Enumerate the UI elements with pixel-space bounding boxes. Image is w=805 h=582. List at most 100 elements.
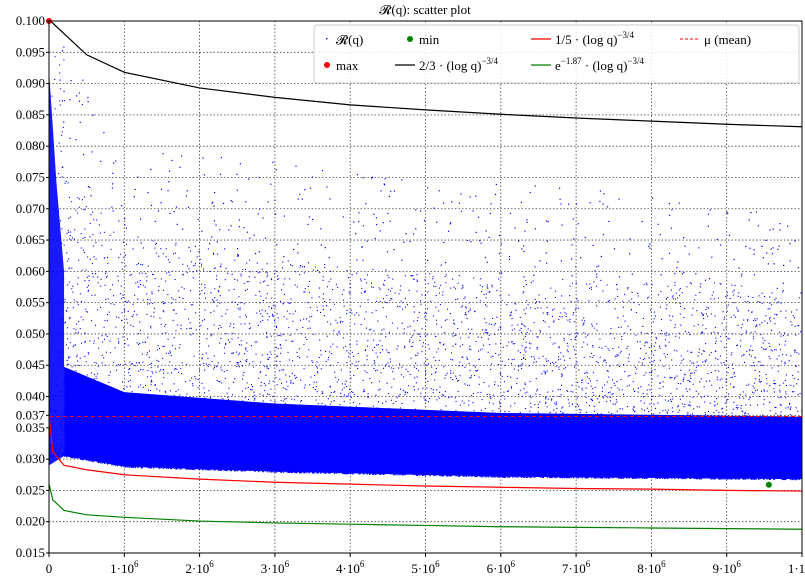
scatter-point (756, 428, 758, 430)
scatter-point (770, 432, 772, 434)
scatter-point (665, 335, 667, 337)
scatter-point (146, 418, 148, 420)
scatter-point (577, 477, 579, 479)
scatter-point (651, 284, 653, 286)
scatter-point (637, 442, 639, 445)
scatter-point (181, 362, 183, 364)
scatter-point (586, 467, 588, 470)
scatter-point (431, 472, 433, 474)
scatter-point (296, 351, 298, 353)
scatter-point (234, 470, 237, 472)
scatter-point (164, 405, 166, 407)
scatter-point (315, 438, 317, 440)
scatter-point (544, 402, 547, 404)
scatter-point (793, 476, 796, 478)
scatter-point (303, 387, 305, 389)
scatter-point (281, 467, 283, 469)
scatter-point (255, 294, 257, 296)
scatter-point (104, 458, 106, 460)
scatter-point (100, 462, 102, 464)
scatter-point (576, 298, 578, 300)
scatter-point (408, 385, 410, 387)
scatter-point (109, 289, 111, 291)
scatter-point (316, 432, 318, 435)
scatter-point (441, 471, 443, 473)
scatter-point (682, 478, 684, 480)
scatter-point (765, 456, 767, 458)
scatter-point (385, 440, 387, 442)
scatter-point (146, 456, 148, 458)
scatter-point (259, 447, 261, 449)
scatter-point (138, 456, 140, 458)
scatter-point (160, 278, 162, 280)
scatter-point (524, 475, 527, 477)
scatter-point (98, 347, 100, 349)
scatter-point (714, 456, 716, 458)
scatter-point (673, 474, 675, 476)
scatter-point (218, 448, 220, 450)
scatter-point (476, 458, 478, 460)
scatter-point (171, 297, 173, 299)
scatter-point (266, 414, 268, 416)
scatter-point (778, 355, 780, 357)
scatter-point (159, 370, 161, 372)
scatter-point (145, 384, 147, 386)
scatter-point (470, 375, 473, 377)
scatter-point (327, 359, 329, 361)
scatter-point (329, 385, 331, 387)
scatter-point (217, 460, 219, 462)
scatter-point (582, 475, 584, 477)
scatter-point (796, 479, 798, 481)
scatter-point (50, 407, 52, 409)
scatter-point (89, 446, 91, 448)
scatter-point (262, 471, 264, 473)
scatter-point (49, 445, 51, 447)
scatter-point (680, 362, 682, 364)
scatter-point (414, 445, 416, 447)
scatter-point (185, 461, 187, 463)
scatter-point (577, 423, 579, 425)
scatter-point (724, 364, 726, 366)
scatter-point (550, 287, 552, 289)
scatter-point (604, 394, 606, 396)
scatter-point (209, 462, 211, 464)
scatter-point (663, 333, 666, 335)
scatter-point (139, 438, 141, 440)
scatter-point (243, 303, 245, 305)
scatter-point (388, 277, 390, 279)
scatter-point (145, 457, 147, 459)
scatter-point (378, 473, 380, 475)
scatter-point (245, 360, 247, 362)
scatter-point (760, 390, 762, 393)
scatter-point (493, 461, 495, 463)
scatter-point (181, 457, 183, 459)
scatter-point (538, 301, 540, 303)
scatter-point (682, 466, 684, 468)
scatter-point (390, 297, 392, 299)
scatter-point (696, 468, 698, 470)
scatter-point (472, 472, 474, 474)
scatter-point (159, 406, 161, 409)
scatter-point (714, 400, 716, 403)
scatter-point (249, 442, 251, 444)
scatter-point (654, 369, 656, 371)
scatter-point (534, 403, 536, 406)
scatter-point (524, 382, 526, 384)
scatter-point (217, 253, 219, 255)
scatter-point (113, 464, 115, 466)
scatter-point (241, 430, 243, 432)
scatter-point (329, 430, 331, 432)
scatter-point (258, 402, 260, 404)
scatter-point (177, 446, 180, 448)
scatter-point (780, 435, 782, 438)
scatter-point (176, 461, 178, 463)
scatter-point (785, 310, 787, 312)
scatter-point (173, 309, 175, 311)
scatter-point (570, 475, 572, 477)
scatter-point (160, 323, 162, 325)
scatter-point (158, 347, 161, 350)
scatter-point (126, 466, 128, 468)
scatter-point (761, 322, 763, 324)
scatter-point (622, 456, 624, 459)
scatter-point (233, 323, 235, 325)
